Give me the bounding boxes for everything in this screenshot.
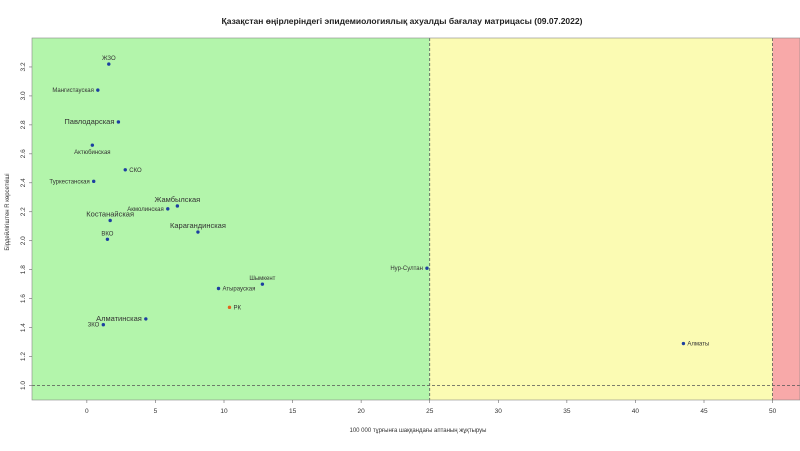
y-axis-label: Бірдейлігіштен R көрсеткіші	[4, 173, 11, 250]
data-point	[144, 317, 148, 321]
point-label: Павлодарская	[64, 117, 114, 126]
x-tick-label: 10	[220, 408, 228, 415]
x-axis: 0 5 10 15 20 25 30 35 40 45 50	[85, 400, 777, 415]
y-tick-label: 1.0	[20, 381, 27, 390]
point-label: Алматинская	[96, 314, 142, 323]
y-tick-label: 1.6	[20, 294, 27, 303]
threshold-lines	[32, 38, 800, 400]
data-point	[196, 230, 200, 234]
point-label: Шымкент	[249, 276, 275, 282]
point-label: Алматы	[687, 342, 709, 348]
y-tick-label: 2.4	[20, 178, 27, 187]
data-point	[425, 266, 429, 270]
risk-zones	[32, 38, 800, 400]
point-label: Жамбылская	[154, 195, 200, 204]
risk-zone-0	[32, 38, 430, 400]
data-point	[123, 168, 127, 172]
x-tick-label: 50	[769, 408, 777, 415]
data-point	[175, 204, 180, 208]
y-tick-label: 2.0	[20, 236, 27, 245]
y-tick-label: 2.2	[20, 207, 27, 216]
point-label: Атырауская	[223, 287, 256, 293]
y-tick-label: 1.2	[20, 352, 27, 361]
data-point	[107, 62, 111, 66]
risk-zone-1	[429, 38, 773, 400]
y-tick-label: 1.4	[20, 323, 27, 332]
data-point	[260, 282, 265, 286]
point-label: ЖЗО	[102, 56, 116, 62]
y-tick-label: 3.2	[20, 62, 27, 71]
y-tick-label: 2.6	[20, 149, 27, 158]
x-tick-label: 45	[700, 408, 708, 415]
data-points: ЖЗО Мангистауская Павлодарская Актюбинская С…	[49, 56, 709, 347]
x-tick-label: 20	[358, 408, 366, 415]
point-label: ВКО	[101, 231, 113, 237]
point-label: Мангистауская	[52, 88, 93, 94]
data-point	[216, 286, 221, 291]
y-tick-label: 2.8	[20, 120, 27, 129]
data-point	[681, 341, 686, 346]
x-tick-label: 15	[289, 408, 297, 415]
point-label: Костанайская	[86, 209, 134, 218]
data-point	[92, 179, 96, 184]
data-point	[108, 218, 112, 223]
point-label: СКО	[129, 168, 142, 174]
point-label: Акмолинская	[127, 207, 163, 213]
y-tick-label: 1.8	[20, 265, 27, 274]
point-label: ЗКО	[88, 323, 100, 329]
plot-frame	[31, 37, 800, 401]
x-axis-label: 100 000 тұрғынға шаққандағы аптаның жұқт…	[350, 428, 487, 434]
x-tick-label: 0	[85, 408, 89, 415]
y-tick-label: 3.0	[20, 91, 27, 100]
data-point	[96, 88, 100, 92]
x-tick-label: 40	[632, 408, 640, 415]
y-axis: 1.0 1.2 1.4 1.6 1.8 2.0 2.2 2.4 2.6 2.8 3.0 3.2	[20, 62, 32, 390]
point-label: Карагандинская	[170, 221, 226, 230]
point-label: Нур-Султан	[390, 266, 423, 272]
data-point	[105, 237, 110, 241]
point-label: Актюбинская	[74, 150, 110, 156]
point-label: РК	[233, 305, 241, 311]
chart-title: Қазақстан өңірлеріндегі эпидемиологиялық…	[222, 16, 583, 26]
point-label: Туркестанская	[49, 179, 89, 185]
x-tick-label: 35	[563, 408, 571, 415]
data-point	[116, 120, 121, 124]
x-tick-label: 25	[426, 408, 434, 415]
x-tick-label: 30	[495, 408, 503, 415]
data-point	[227, 305, 232, 310]
data-point	[101, 323, 106, 327]
data-point	[90, 143, 95, 147]
data-point	[166, 207, 170, 211]
risk-zone-2	[772, 38, 800, 400]
x-tick-label: 5	[154, 408, 158, 415]
